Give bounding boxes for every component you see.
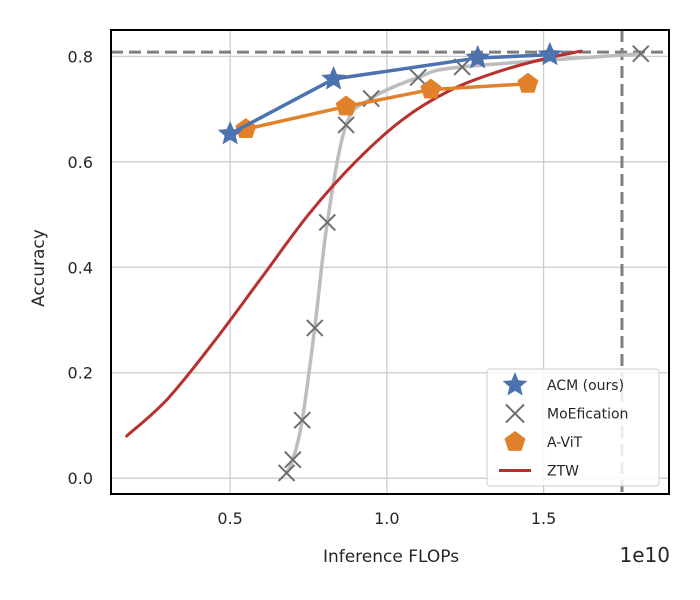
x-marker: [632, 45, 650, 63]
pentagon-marker: [420, 78, 442, 99]
x-marker-stroke: [293, 411, 311, 429]
x-marker-stroke: [284, 451, 302, 469]
x-axis-label: Inference FLOPs: [323, 547, 459, 567]
moefication-line: [284, 51, 643, 475]
x-axis-ticks: 0.5 1.0 1.5: [217, 509, 556, 528]
x-marker-stroke: [337, 116, 355, 134]
legend-entry: A-ViT: [504, 431, 583, 451]
legend-entry: ACM (ours): [502, 372, 624, 396]
y-tick-label: 0.2: [68, 364, 93, 383]
plot-frame: [110, 29, 670, 495]
y-axis-label: Accuracy: [29, 229, 49, 307]
legend-box: [486, 368, 660, 487]
a-vit-line: [245, 82, 529, 131]
star-marker: [502, 372, 528, 396]
x-marker: [505, 403, 525, 424]
x-marker-stroke: [277, 464, 296, 482]
x-marker: [306, 319, 324, 337]
legend-label: MoEfication: [547, 407, 628, 423]
series-acm-ours: [217, 41, 563, 145]
y-tick-label: 0.4: [68, 258, 93, 277]
series-moefication: [277, 45, 650, 482]
pentagon-marker: [335, 95, 357, 116]
legend: ACM (ours) MoEfication A-ViT ZTW: [486, 368, 660, 487]
grid: [111, 30, 669, 494]
pentagon-marker: [517, 72, 539, 93]
ztw-line: [125, 49, 583, 438]
star-marker: [537, 41, 563, 66]
legend-label: ZTW: [547, 464, 579, 480]
series-a-vit: [235, 72, 539, 138]
legend-entry: MoEfication: [505, 403, 628, 424]
x-marker-stroke: [318, 213, 337, 232]
x-tick-label: 0.5: [217, 509, 242, 528]
pentagon-marker: [504, 431, 526, 451]
x-marker-stroke: [306, 319, 324, 337]
star-marker: [217, 120, 243, 145]
legend-label: ACM (ours): [547, 378, 624, 394]
series-layer: [125, 41, 650, 482]
x-marker-stroke: [505, 403, 525, 424]
x-marker: [277, 464, 296, 482]
x-marker-stroke: [632, 45, 650, 63]
acm-ours-line: [229, 53, 550, 136]
legend-entry: ZTW: [499, 464, 579, 480]
x-tick-label: 1.5: [531, 509, 556, 528]
x-marker: [409, 68, 427, 87]
x-marker: [293, 411, 311, 429]
series-ztw: [125, 49, 583, 438]
star-marker: [321, 66, 346, 90]
legend-label: A-ViT: [547, 435, 583, 451]
x-marker: [337, 116, 355, 134]
x-marker-stroke: [453, 58, 471, 76]
x-tick-label: 1.0: [374, 509, 399, 528]
y-tick-label: 0.0: [68, 469, 93, 488]
star-marker: [465, 44, 491, 69]
x-axis-offset-text: 1e10: [620, 543, 670, 567]
x-marker-stroke: [409, 68, 427, 87]
y-tick-label: 0.6: [68, 153, 93, 172]
x-marker: [284, 451, 302, 469]
y-axis-ticks: 0.0 0.2 0.4 0.6 0.8: [68, 47, 93, 488]
y-tick-label: 0.8: [68, 47, 93, 66]
x-marker: [318, 213, 337, 232]
